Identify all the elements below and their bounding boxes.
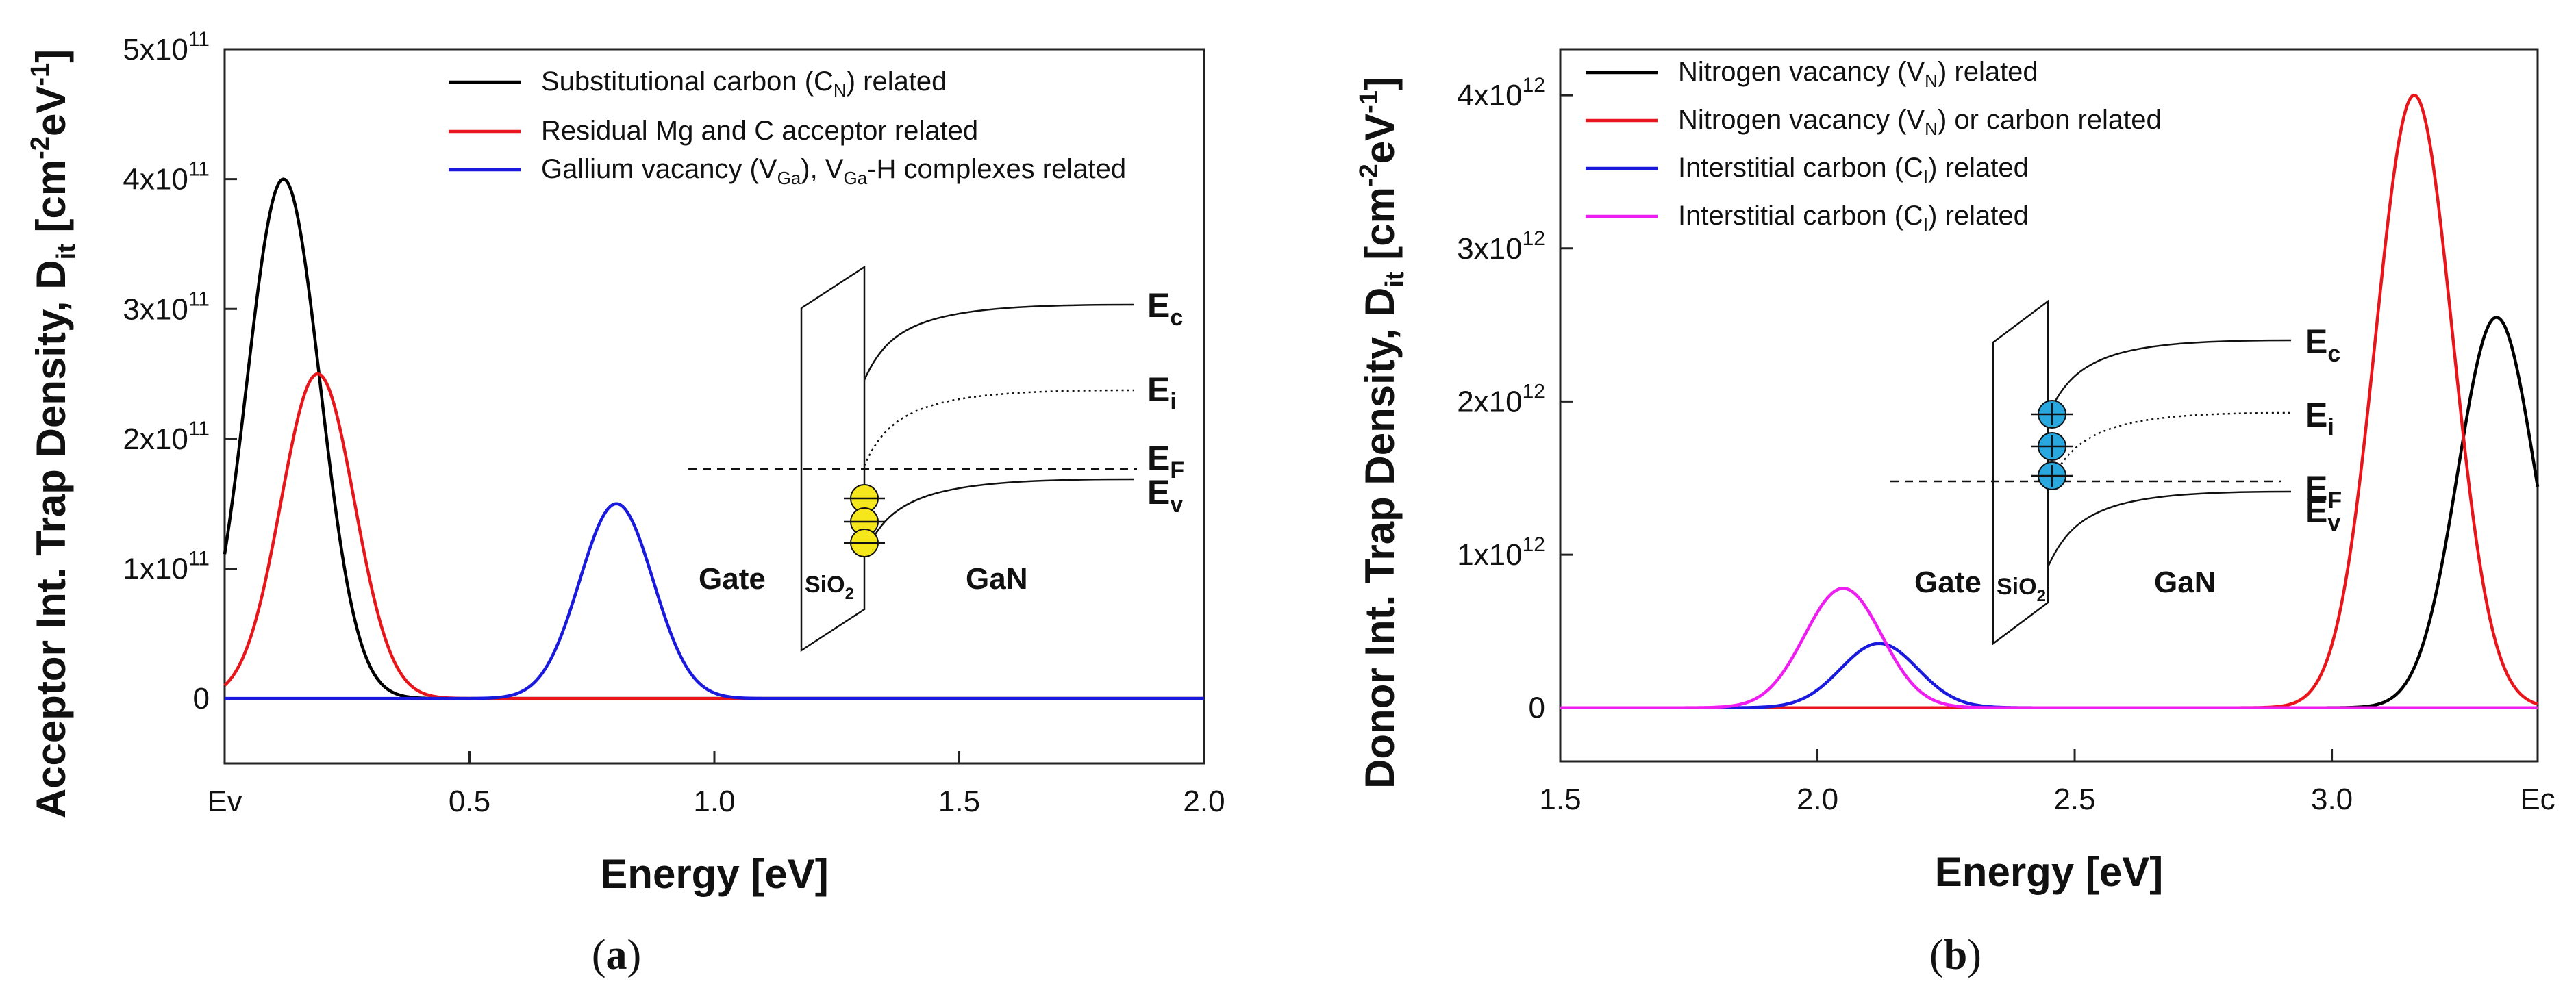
panel-b: 1.5 2.0 2.5 3.0 Ec 0 1x1012 2x1012 3x1012 4x1012 E…	[1355, 48, 2555, 978]
band-label: Ec	[1147, 286, 1183, 331]
panel-caption: (b)	[1929, 932, 1981, 978]
x-tick-label: 2.5	[2053, 783, 2095, 816]
legend-label: Interstitial carbon (CI) related	[1678, 153, 2029, 187]
band-label: Ev	[1147, 473, 1183, 518]
x-tick-label: 1.5	[1539, 783, 1581, 816]
gate-label: Gate	[1914, 566, 1981, 599]
x-axis-label: Energy [eV]	[600, 851, 828, 897]
semiconductor-label: GaN	[2154, 566, 2216, 599]
oxide-slab	[1992, 299, 2049, 646]
y-tick-label: 0	[1529, 692, 1545, 725]
y-tick-label: 3x1011	[123, 288, 210, 326]
legend-label: Nitrogen vacancy (VN) or carbon related	[1678, 105, 2162, 139]
legend-label: Gallium vacancy (VGa), VGa-H complexes r…	[541, 154, 1126, 188]
series-line-1	[223, 372, 1204, 700]
band-label: Ec	[2305, 322, 2340, 367]
oxide-label: SiO2	[805, 572, 854, 603]
valence-band-line	[863, 478, 1134, 555]
legend-label: Substitutional carbon (CN) related	[541, 66, 947, 101]
series-line-0	[223, 177, 1204, 700]
x-tick-label: 3.0	[2311, 783, 2353, 816]
band-label: Ei	[2305, 396, 2334, 440]
band-label: EF	[2305, 469, 2342, 514]
x-tick-label: 2.0	[1797, 783, 1838, 816]
y-tick-label: 3x1012	[1457, 227, 1545, 266]
gate-label: Gate	[699, 562, 766, 596]
y-tick-label: 1x1012	[1457, 533, 1545, 572]
x-tick-label: 1.0	[693, 785, 735, 818]
panel-caption: (a)	[592, 932, 641, 978]
conduction-band-line	[863, 303, 1134, 381]
band-label: Ev	[2305, 492, 2340, 536]
y-tick-label: 5x1011	[123, 28, 210, 66]
legend-label: Nitrogen vacancy (VN) related	[1678, 57, 2038, 91]
band-label: Ei	[1147, 370, 1177, 415]
x-tick-label: 1.5	[938, 785, 980, 818]
series-group	[1560, 93, 2540, 709]
intrinsic-level-line	[863, 389, 1134, 466]
oxide-label: SiO2	[1997, 574, 2046, 605]
series-line-0	[1560, 316, 2540, 709]
series-line-3	[1560, 587, 2538, 709]
y-tick-label: 0	[193, 682, 210, 715]
semiconductor-label: GaN	[966, 562, 1027, 596]
series-group	[223, 177, 1204, 700]
series-line-2	[225, 502, 1204, 700]
y-tick-label: 4x1011	[123, 158, 210, 197]
oxide-slab	[800, 265, 866, 652]
valence-band-line	[2047, 490, 2292, 568]
x-axis-label: Energy [eV]	[1935, 849, 2163, 895]
x-tick-label: Ev	[207, 785, 242, 818]
legend-label: Residual Mg and C acceptor related	[541, 116, 978, 146]
y-tick-label: 2x1011	[123, 418, 210, 456]
band-label: EF	[1147, 439, 1184, 483]
panel-a: Ev 0.5 1.0 1.5 2.0 0 1x1011 2x1011 3x1011 4x1011 5…	[26, 28, 1225, 978]
x-tick-label: Ec	[2520, 783, 2555, 816]
y-tick-label: 4x1012	[1457, 74, 1545, 112]
conduction-band-line	[2047, 339, 2292, 416]
x-tick-label: 2.0	[1183, 785, 1225, 818]
x-tick-label: 0.5	[449, 785, 490, 818]
y-axis-label: Donor Int. Trap Density, Dit [cm-2eV-1]	[1355, 77, 1410, 789]
plot-frame	[1559, 48, 2539, 763]
y-tick-label: 1x1011	[123, 548, 210, 586]
intrinsic-level-line	[2047, 411, 2292, 489]
y-axis-label: Acceptor Int. Trap Density, Dit [cm-2eV-…	[26, 49, 81, 818]
y-tick-label: 2x1012	[1457, 380, 1545, 418]
legend-label: Interstitial carbon (CI) related	[1678, 201, 2029, 235]
